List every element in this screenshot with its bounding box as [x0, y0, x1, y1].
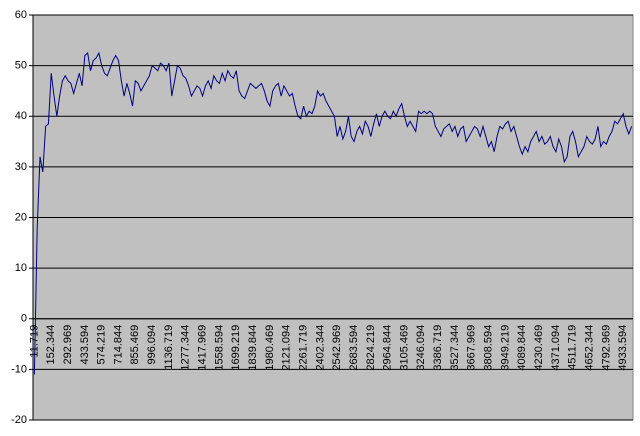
- y-tick-label: 10: [15, 262, 27, 274]
- x-tick-label: 3386.719: [432, 325, 444, 371]
- y-tick-label: 30: [15, 161, 27, 173]
- x-tick-label: 292.969: [62, 325, 74, 365]
- x-tick-label: 433.594: [79, 325, 91, 365]
- x-tick-label: 2683.594: [348, 325, 360, 371]
- y-tick-label: 20: [15, 211, 27, 223]
- x-tick-label: 2121.094: [281, 325, 293, 371]
- x-tick-label: 3105.469: [398, 325, 410, 371]
- x-tick-label: 2964.844: [382, 325, 394, 371]
- x-tick-label: 1839.844: [247, 325, 259, 371]
- x-tick-label: 4089.844: [516, 325, 528, 371]
- x-tick-label: 3949.219: [499, 325, 511, 371]
- x-tick-label: 2402.344: [314, 325, 326, 371]
- x-tick-label: 1699.219: [230, 325, 242, 371]
- x-tick-label: 996.094: [146, 325, 158, 365]
- y-tick-label: 50: [15, 60, 27, 72]
- x-tick-label: 1136.719: [163, 325, 175, 370]
- x-tick-label: 1417.969: [197, 325, 209, 371]
- x-tick-label: 4652.344: [583, 325, 595, 371]
- y-tick-label: -20: [11, 414, 27, 426]
- data-line: [33, 51, 633, 375]
- x-tick-label: 3808.594: [483, 325, 495, 371]
- x-tick-label: 4371.094: [550, 325, 562, 371]
- y-tick-label: -10: [11, 363, 27, 375]
- y-tick-label: 40: [15, 110, 27, 122]
- y-tick-label: 60: [15, 9, 27, 21]
- x-tick-label: 3527.344: [449, 325, 461, 371]
- x-tick-label: 4792.969: [600, 325, 612, 371]
- x-tick-label: 2824.219: [365, 325, 377, 371]
- x-tick-label: 152.344: [45, 325, 57, 365]
- x-tick-label: 2261.719: [297, 325, 309, 371]
- y-tick-label: 0: [21, 313, 27, 325]
- x-tick-label: 4933.594: [617, 325, 629, 371]
- x-tick-label: 855.469: [129, 325, 141, 365]
- x-tick-label: 2542.969: [331, 325, 343, 371]
- x-tick-label: 11.719: [28, 325, 40, 358]
- x-tick-label: 574.219: [96, 325, 108, 365]
- x-tick-label: 1558.594: [213, 325, 225, 371]
- x-tick-label: 1980.469: [264, 325, 276, 371]
- x-tick-label: 4230.469: [533, 325, 545, 371]
- x-tick-label: 3667.969: [466, 325, 478, 371]
- x-tick-label: 4511.719: [567, 325, 579, 370]
- x-tick-label: 3246.094: [415, 325, 427, 371]
- x-tick-label: 1277.344: [180, 325, 192, 371]
- x-tick-label: 714.844: [112, 325, 124, 365]
